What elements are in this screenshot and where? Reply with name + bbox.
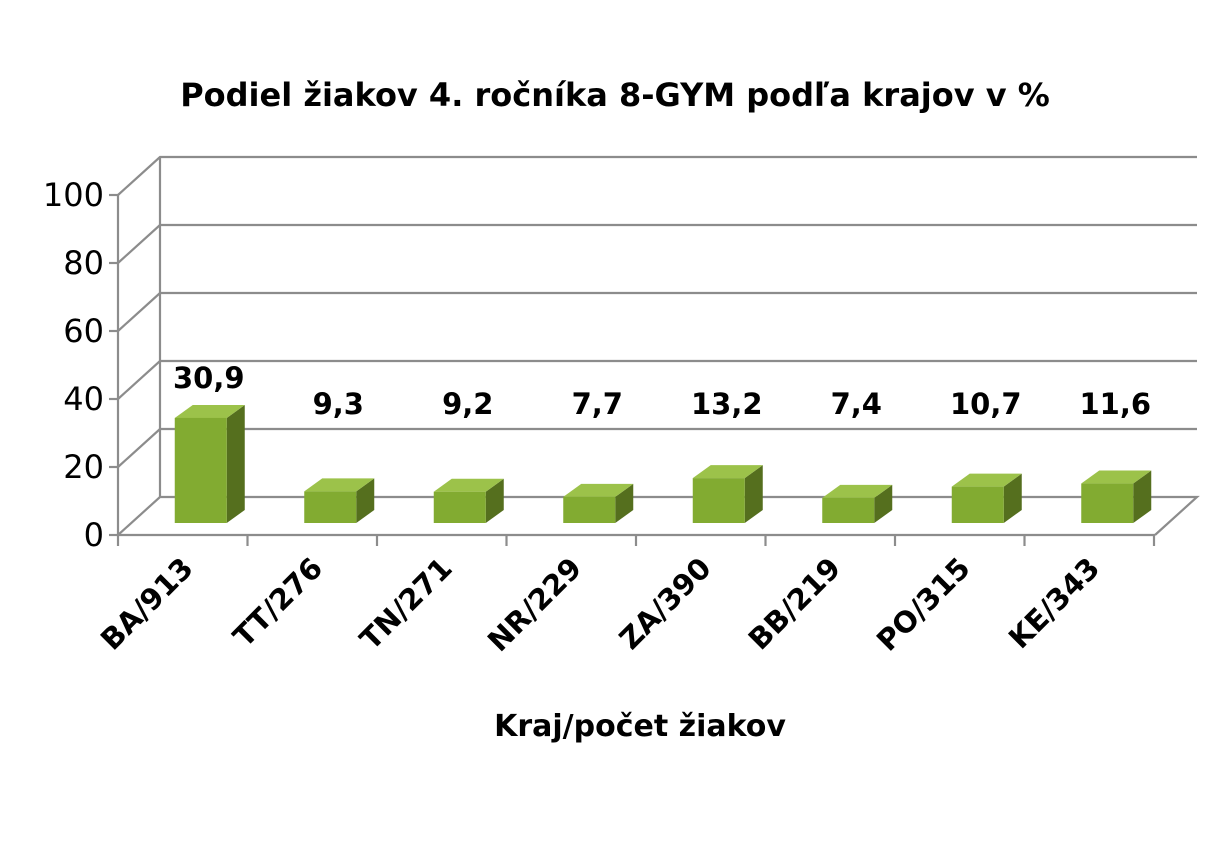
gridline xyxy=(117,359,1197,400)
chart-title: Podiel žiakov 4. ročníka 8-GYM podľa kra… xyxy=(180,76,1050,114)
bar-front xyxy=(692,478,745,523)
bar xyxy=(563,483,634,523)
bar-side xyxy=(1003,473,1022,523)
x-tick-label: TT/276 xyxy=(226,551,329,654)
data-label: 30,9 xyxy=(173,361,245,395)
y-tick-label: 100 xyxy=(43,176,104,214)
y-tick-label: 20 xyxy=(63,448,104,486)
bar xyxy=(692,465,763,523)
bar xyxy=(1081,470,1152,523)
y-tick-label: 80 xyxy=(63,244,104,282)
bar-top xyxy=(692,465,763,479)
bar-side xyxy=(615,483,634,523)
bar-front xyxy=(304,491,357,523)
data-label: 10,7 xyxy=(950,387,1022,421)
bar xyxy=(174,404,245,523)
bar-top xyxy=(822,484,893,498)
bar-top xyxy=(304,478,375,492)
data-label: 9,2 xyxy=(442,387,493,421)
x-tick-label: NR/229 xyxy=(481,551,588,658)
x-axis-title: Kraj/počet žiakov xyxy=(494,709,786,744)
bar-top xyxy=(951,473,1022,487)
bar-side xyxy=(226,404,245,523)
bar-side xyxy=(874,484,893,523)
y-tick-label: 60 xyxy=(63,312,104,350)
bar-top xyxy=(433,478,504,492)
floor-outline xyxy=(117,495,1200,536)
bar xyxy=(951,473,1022,523)
bar-top xyxy=(563,483,634,497)
gridline xyxy=(117,291,1197,332)
bar-front xyxy=(174,417,227,523)
gridline xyxy=(117,155,1197,196)
y-tick-label: 40 xyxy=(63,380,104,418)
data-label: 7,7 xyxy=(572,387,623,421)
bar-front xyxy=(822,497,875,523)
data-label: 13,2 xyxy=(691,387,763,421)
bar-side xyxy=(356,478,375,523)
x-tick-label: KE/343 xyxy=(1002,551,1106,655)
bars xyxy=(174,404,1152,523)
bar xyxy=(822,484,893,523)
x-tick-label: PO/315 xyxy=(870,551,977,658)
data-labels: 30,9 9,3 9,2 7,7 13,2 7,4 10,7 11,6 xyxy=(173,361,1151,421)
y-tick-label: 0 xyxy=(84,516,104,554)
bar xyxy=(433,478,504,523)
bar-side xyxy=(485,478,504,523)
gridline xyxy=(117,427,1197,468)
x-tick-label: ZA/390 xyxy=(613,551,718,656)
axes xyxy=(109,157,1200,546)
x-tick-label: BA/913 xyxy=(94,551,200,657)
x-tick-label: TN/271 xyxy=(353,551,458,656)
bar xyxy=(304,478,375,523)
data-label: 11,6 xyxy=(1079,387,1151,421)
bar-top xyxy=(174,404,245,418)
data-label: 9,3 xyxy=(313,387,364,421)
gridline xyxy=(117,223,1197,264)
bar-front xyxy=(951,486,1004,523)
bar-side xyxy=(744,465,763,523)
bar-front xyxy=(563,496,616,523)
bar-front xyxy=(433,491,486,523)
data-label: 7,4 xyxy=(831,387,882,421)
bar-side xyxy=(1133,470,1152,523)
bar-front xyxy=(1081,483,1134,523)
x-tick-label: BB/219 xyxy=(742,551,848,657)
bar-top xyxy=(1081,470,1152,484)
gridlines xyxy=(117,155,1197,468)
